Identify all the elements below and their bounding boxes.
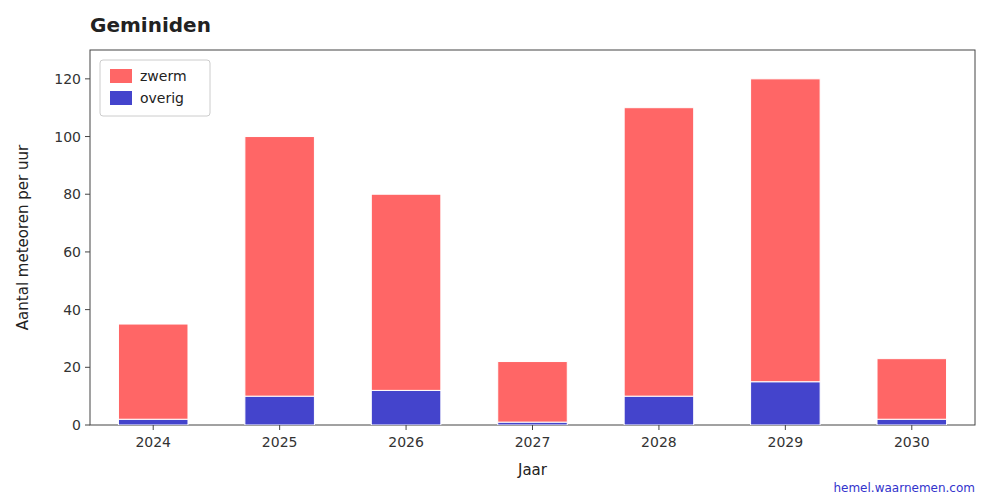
bar [245,137,315,397]
x-tick [406,425,407,430]
x-tick-label: 2029 [768,434,804,450]
y-axis-label: Aantal meteoren per uur [14,144,32,330]
x-tick [911,425,912,430]
bar [498,362,568,423]
x-tick [785,425,786,430]
y-tick [85,367,90,368]
legend-swatch [110,69,132,83]
chart-svg: Geminiden 0 20 40 60 80 100 120 2024 2025 2026 2027… [0,0,1000,500]
y-tick [85,78,90,79]
y-tick [85,136,90,137]
legend-box [100,60,210,116]
x-tick [658,425,659,430]
x-tick-label: 2028 [641,434,677,450]
y-tick [85,309,90,310]
legend-swatch [110,91,132,105]
y-tick-label: 100 [54,129,81,145]
bar [371,390,441,425]
x-tick-label: 2024 [135,434,171,450]
plot-frame [90,50,975,425]
bar [245,396,315,425]
watermark: hemel.waarnemen.com [833,481,975,495]
title: Geminiden [90,13,211,37]
bar [877,359,947,420]
bar [371,194,441,390]
y-tick-label: 80 [63,186,81,202]
y-tick-label: 120 [54,71,81,87]
bars [118,79,946,425]
y-tick-label: 40 [63,302,81,318]
legend: zwerm overig [100,60,210,116]
bar [624,108,694,396]
y-tick-label: 20 [63,359,81,375]
x-tick-label: 2025 [262,434,298,450]
y-tick-label: 60 [63,244,81,260]
y-tick [85,251,90,252]
x-tick [532,425,533,430]
x-tick [279,425,280,430]
bar [624,396,694,425]
bar [877,419,947,425]
bar [118,419,188,425]
bar [118,324,188,419]
y-tick-label: 0 [72,417,81,433]
y-tick [85,425,90,426]
chart-container: Geminiden 0 20 40 60 80 100 120 2024 2025 2026 2027… [0,0,1000,500]
y-tick [85,194,90,195]
axes: 0 20 40 60 80 100 120 2024 2025 2026 2027 2028 2029 2… [54,50,975,450]
x-tick-label: 2026 [388,434,424,450]
x-tick-label: 2027 [515,434,551,450]
legend-entry: zwerm [140,68,187,84]
x-axis-label: Jaar [517,461,548,479]
bar [751,79,821,382]
legend-entry: overig [140,90,184,106]
x-tick [153,425,154,430]
bar [751,382,821,425]
x-tick-label: 2030 [894,434,930,450]
